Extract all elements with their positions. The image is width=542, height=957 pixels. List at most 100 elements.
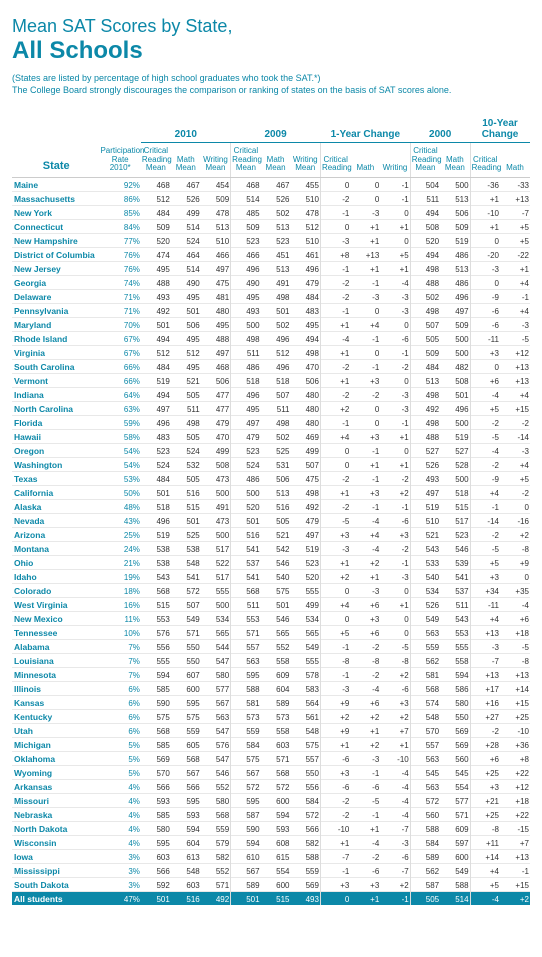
wr-2009: 479 (291, 275, 321, 289)
math-2010: 541 (171, 569, 201, 583)
cr-chg10: +16 (470, 695, 500, 709)
table-row: Wisconsin4%595604579594608582+1-4-358459… (12, 835, 530, 849)
state-name: Utah (12, 723, 99, 737)
cr-2009: 486 (231, 359, 261, 373)
math-2000: 537 (440, 583, 470, 597)
math-2010: 516 (171, 891, 201, 905)
math-chg1: -2 (350, 849, 380, 863)
state-name: North Dakota (12, 821, 99, 835)
cr-2010: 603 (141, 849, 171, 863)
wr-2010: 491 (201, 499, 231, 513)
math-chg1: +4 (350, 527, 380, 541)
cr-2009: 587 (231, 807, 261, 821)
state-name: California (12, 485, 99, 499)
wr-2009: 495 (291, 317, 321, 331)
math-2009: 525 (261, 443, 291, 457)
wr-2009: 565 (291, 625, 321, 639)
cr-2009: 589 (231, 877, 261, 891)
subtitle-line1: (States are listed by percentage of high… (12, 73, 321, 83)
cr-chg1: +1 (320, 485, 350, 499)
wr-2009: 561 (291, 709, 321, 723)
math-2009: 513 (261, 261, 291, 275)
cr-chg10: 0 (470, 359, 500, 373)
cr-chg10: +1 (470, 219, 500, 233)
math-2009: 501 (261, 597, 291, 611)
wr-chg1: +2 (380, 709, 410, 723)
table-row: New Mexico11%5535495345535465340+3054954… (12, 611, 530, 625)
cr-2000: 508 (410, 219, 440, 233)
math-2010: 467 (171, 177, 201, 191)
math-2010: 525 (171, 527, 201, 541)
participation: 18% (99, 583, 140, 597)
math-chg1: +13 (350, 247, 380, 261)
participation: 16% (99, 597, 140, 611)
math-2010: 567 (171, 765, 201, 779)
math-chg1: -4 (350, 835, 380, 849)
cr-2000: 588 (410, 821, 440, 835)
table-row: Massachusetts86%512526509514526510-20-15… (12, 191, 530, 205)
math-chg1: +3 (350, 877, 380, 891)
math-2000: 600 (440, 849, 470, 863)
cr-2000: 511 (410, 191, 440, 205)
participation: 77% (99, 233, 140, 247)
wr-2010: 565 (201, 625, 231, 639)
table-row: Iowa3%603613582610615588-7-2-6589600+14+… (12, 849, 530, 863)
state-name: Maine (12, 177, 99, 191)
wr-2009: 494 (291, 331, 321, 345)
table-row: Pennsylvania71%492501480493501483-10-349… (12, 303, 530, 317)
wr-chg1: -3 (380, 387, 410, 401)
math-2010: 521 (171, 373, 201, 387)
math-2000: 500 (440, 331, 470, 345)
math-2000: 580 (440, 695, 470, 709)
wr-2010: 547 (201, 653, 231, 667)
cr-2009: 468 (231, 177, 261, 191)
participation: 70% (99, 317, 140, 331)
math-chg10: +4 (500, 303, 530, 317)
math-2010: 613 (171, 849, 201, 863)
wr-2010: 481 (201, 289, 231, 303)
cr-2009: 485 (231, 205, 261, 219)
cr-2009: 595 (231, 793, 261, 807)
cr-2000: 509 (410, 345, 440, 359)
participation: 64% (99, 387, 140, 401)
math-2000: 594 (440, 667, 470, 681)
wr-2010: 454 (201, 177, 231, 191)
cr-chg10: +1 (470, 191, 500, 205)
wr-2009: 507 (291, 457, 321, 471)
math-2000: 486 (440, 247, 470, 261)
math-2010: 600 (171, 681, 201, 695)
cr-2009: 518 (231, 373, 261, 387)
table-row: California50%501516500500513498+1+3+2497… (12, 485, 530, 499)
cr-2009: 496 (231, 387, 261, 401)
cr-chg10: +13 (470, 667, 500, 681)
math-2009: 513 (261, 485, 291, 499)
math-2000: 549 (440, 863, 470, 877)
math-2010: 549 (171, 611, 201, 625)
cr-chg10: +5 (470, 401, 500, 415)
wr-chg1: -1 (380, 415, 410, 429)
math-2009: 552 (261, 639, 291, 653)
participation: 25% (99, 527, 140, 541)
math-2009: 496 (261, 331, 291, 345)
math-2000: 482 (440, 359, 470, 373)
math-chg10: +36 (500, 737, 530, 751)
cr-2010: 590 (141, 695, 171, 709)
wr-chg1: -1 (380, 177, 410, 191)
cr-2010: 515 (141, 597, 171, 611)
math-2009: 565 (261, 625, 291, 639)
wr-2010: 497 (201, 345, 231, 359)
participation: 4% (99, 835, 140, 849)
wr-2009: 480 (291, 401, 321, 415)
math-2000: 545 (440, 765, 470, 779)
cr-chg10: +3 (470, 779, 500, 793)
math-2000: 560 (440, 751, 470, 765)
wr-chg1: -1 (380, 499, 410, 513)
table-row: Texas53%484505473486506475-2-1-2493500-9… (12, 471, 530, 485)
math-chg1: +1 (350, 219, 380, 233)
state-name: Vermont (12, 373, 99, 387)
cr-2009: 537 (231, 555, 261, 569)
participation: 5% (99, 765, 140, 779)
participation: 3% (99, 863, 140, 877)
math-2010: 490 (171, 275, 201, 289)
math-chg10: -10 (500, 723, 530, 737)
